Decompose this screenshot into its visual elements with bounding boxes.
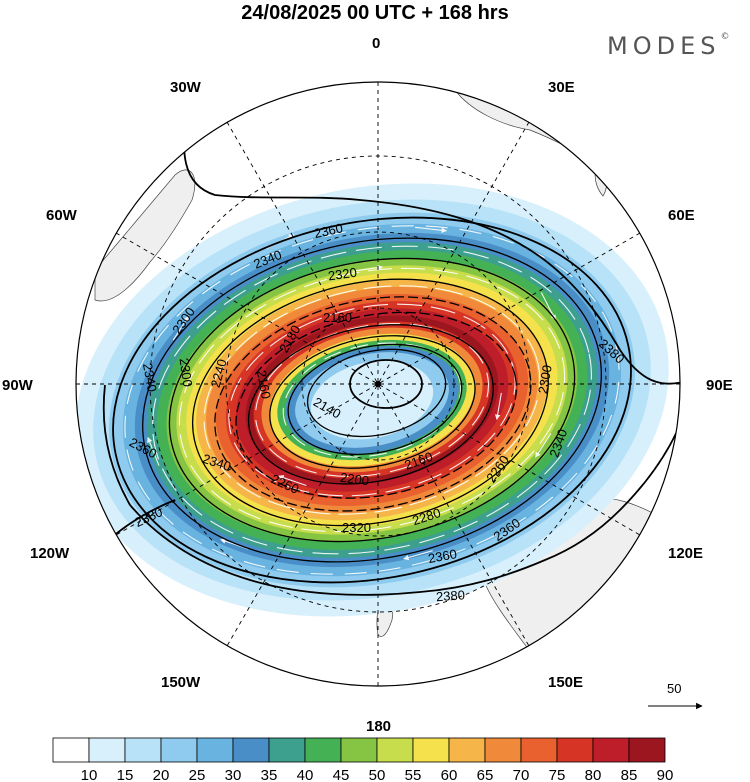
streamline-arrow (147, 436, 160, 466)
colorbar-tick-label: 65 (477, 767, 494, 782)
colorbar-swatch (484, 737, 522, 763)
lon-label-120w: 120W (30, 545, 70, 562)
streamline-ring-1 (124, 225, 620, 575)
longitude-labels: 0 30E 60E 90E 120E 150E 180 150W 120W 90… (2, 35, 733, 735)
lon-label-150e: 150E (548, 674, 583, 691)
lon-label-60e: 60E (668, 207, 695, 224)
colorbar-swatch (232, 737, 270, 763)
colorbar-tick-label: 20 (153, 767, 170, 782)
colorbar-swatch (304, 737, 342, 763)
lon-label-0: 0 (372, 35, 380, 52)
contour-label-2240: 2240 (208, 357, 230, 389)
contour-label-2320: 2320 (327, 265, 358, 284)
contour-2260 (235, 311, 517, 499)
colorbar-swatch (556, 737, 594, 763)
pole-marker (375, 381, 381, 387)
graticule (76, 82, 680, 686)
map-title: 24/08/2025 00 UTC + 168 hrs (241, 2, 509, 24)
lon-label-60w: 60W (46, 207, 78, 224)
colorbar-swatch (88, 737, 126, 763)
colorbar-swatch (268, 737, 306, 763)
streamline-arrow (535, 433, 552, 458)
contour-2200 (269, 335, 476, 469)
reference-vector: 50 (648, 681, 703, 710)
streamline-ring-6 (255, 323, 489, 477)
colorbar-swatch (124, 737, 162, 763)
colorbar-swatch (412, 737, 450, 763)
streamline-ring-3 (178, 267, 566, 533)
map-boundary (75, 81, 681, 687)
contour-2240 (247, 324, 494, 485)
contour-2360 (112, 216, 632, 584)
contour-label-2200: 2200 (339, 470, 370, 489)
contour-2180 (287, 343, 463, 456)
lon-label-180: 180 (366, 718, 391, 735)
lon-label-30e: 30E (548, 79, 575, 96)
colorbar-tick-label: 80 (585, 767, 602, 782)
contour-2160 (306, 348, 447, 438)
contour-2380 (97, 109, 680, 596)
streamline-arrow (172, 315, 190, 341)
wind-band-inner-15 (310, 360, 434, 440)
colorbar-swatch (520, 737, 558, 763)
colorbar-swatch (592, 737, 630, 763)
contour-2320 (168, 257, 576, 543)
contour-label-2380: 2380 (435, 587, 465, 604)
streamline-arrow (414, 226, 447, 234)
landmass-south-america (94, 169, 196, 302)
colorbar-tick-label: 40 (297, 767, 314, 782)
streamline-arrow (540, 292, 556, 321)
streamline-ring-2 (152, 245, 592, 555)
streamline-arrow (403, 550, 433, 561)
latitude-circle (225, 231, 531, 537)
colorbar-tick-label: 50 (369, 767, 386, 782)
streamline-ring-7 (282, 342, 462, 458)
colorbar-tick-label: 60 (441, 767, 458, 782)
lon-label-150w: 150W (161, 674, 201, 691)
colorbar: 10 15 20 25 30 35 40 45 50 55 60 65 70 75 80 85 90 (52, 737, 674, 782)
modes-logo: MODES© (607, 32, 729, 60)
contour-label-2160: 2160 (254, 369, 274, 400)
colorbar-tick-label: 45 (333, 767, 350, 782)
contour-label-2320: 2320 (342, 520, 371, 535)
colorbar-swatch (628, 737, 666, 763)
colorbar-swatch (196, 737, 234, 763)
copyright-mark: © (720, 32, 730, 42)
colorbar-tick-label: 10 (81, 767, 98, 782)
colorbar-tick-label: 25 (189, 767, 206, 782)
contour-2280 (214, 296, 532, 512)
reference-vector-label: 50 (667, 681, 681, 696)
map-disc-content (76, 82, 680, 686)
contour-2300 (191, 278, 549, 527)
colorbar-tick-label: 75 (549, 767, 566, 782)
streamline-arrow (494, 392, 502, 421)
contour-label-2300: 2300 (535, 364, 555, 395)
colorbar-tick-label: 30 (225, 767, 242, 782)
colorbar-tick-label: 55 (405, 767, 422, 782)
lon-label-30w: 30W (170, 79, 202, 96)
contour-label-2360: 2360 (313, 220, 344, 241)
colorbar-tick-label: 90 (657, 767, 674, 782)
colorbar-swatch (376, 737, 414, 763)
colorbar-tick-label: 85 (621, 767, 638, 782)
contour-label-2360: 2360 (427, 546, 458, 566)
lon-label-120e: 120E (668, 545, 703, 562)
streamline-arrow (278, 475, 307, 487)
contour-label-2160: 2160 (323, 310, 352, 325)
contour-label-2340: 2340 (140, 362, 160, 393)
colorbar-tick-label: 15 (117, 767, 134, 782)
colorbar-swatch (340, 737, 378, 763)
contour-2340 (142, 237, 602, 563)
colorbar-tick-label: 35 (261, 767, 278, 782)
colorbar-swatch (52, 737, 90, 763)
lon-label-90e: 90E (706, 377, 733, 394)
contour-label-2300: 2300 (177, 357, 196, 388)
colorbar-swatch (160, 737, 198, 763)
colorbar-swatch (448, 737, 486, 763)
streamline-ring-4 (203, 285, 541, 515)
lon-label-90w: 90W (2, 377, 34, 394)
brand-name: MODES (607, 32, 721, 60)
colorbar-tick-label: 70 (513, 767, 530, 782)
